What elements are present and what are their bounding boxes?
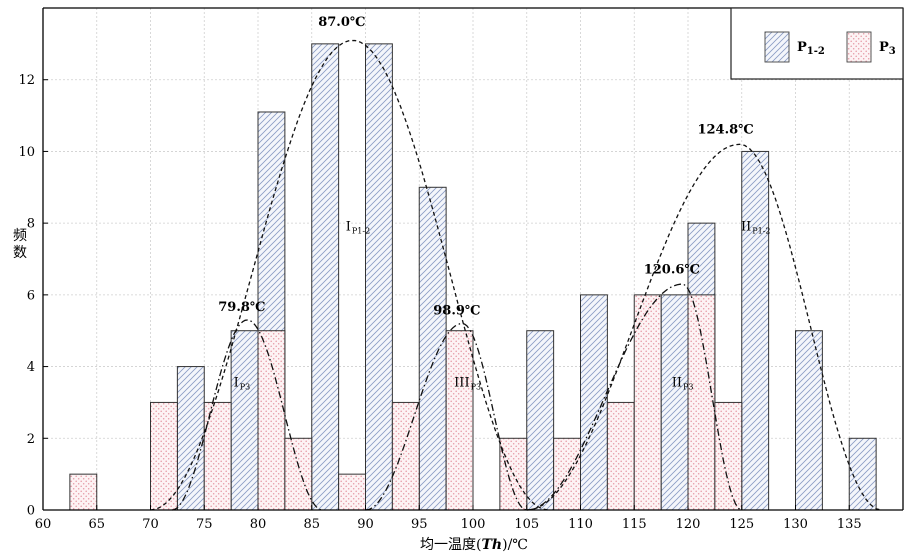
x-tick-label: 95 [411, 517, 428, 532]
bar-p1-2 [526, 330, 555, 511]
legend-box [730, 7, 904, 80]
y-tick-label: 10 [18, 145, 35, 160]
bars [69, 43, 877, 511]
curve-label: IP1-2 [346, 219, 370, 235]
bar-p3 [714, 401, 743, 511]
x-tick-label: 80 [250, 517, 267, 532]
bar-p1-2 [311, 43, 340, 511]
legend-label-p1-2: P1-2 [797, 40, 825, 57]
bar-p1-2 [660, 294, 689, 511]
bar-p1-2 [230, 330, 259, 511]
peak-annotation: 124.8℃ [697, 123, 753, 138]
x-tick-label: 65 [88, 517, 105, 532]
bar-p1-2 [580, 294, 608, 511]
legend: P1-2 P3 [730, 7, 904, 80]
bar-p3 [338, 473, 366, 511]
bar-p3 [203, 401, 232, 511]
peak-annotation: 98.9℃ [433, 304, 480, 319]
curve-label: IIP1-2 [741, 219, 771, 235]
x-axis-title: 均一温度(Th)/℃ [420, 537, 528, 553]
bar-p1-2 [741, 150, 770, 511]
x-tick-label: 125 [729, 517, 754, 532]
peak-annotation: 79.8℃ [218, 300, 265, 315]
bar-p3 [553, 437, 581, 511]
bar-p3 [445, 330, 474, 511]
fitted-curve [171, 319, 323, 511]
y-tick-label: 4 [27, 360, 35, 375]
bar-p1-2 [365, 43, 393, 511]
bar-p3 [606, 401, 635, 511]
y-tick-label: 8 [27, 217, 35, 232]
bar-p3 [150, 401, 178, 511]
x-tick-label: 85 [303, 517, 320, 532]
x-tick-label: 70 [142, 517, 159, 532]
legend-swatch-p1-2 [764, 31, 790, 63]
x-tick-label: 135 [837, 517, 862, 532]
bar-p1-2 [418, 186, 447, 511]
curve-label: IIP3 [672, 375, 694, 391]
fitted-curves [150, 39, 882, 511]
curve-label: IP3 [234, 375, 251, 391]
legend-label-p3: P3 [879, 40, 896, 57]
y-tick-label: 6 [27, 288, 35, 303]
x-tick-label: 110 [568, 517, 593, 532]
x-tick-label: 105 [514, 517, 539, 532]
y-tick-label: 12 [18, 73, 35, 88]
bar-p3 [687, 294, 716, 511]
y-tick-label: 0 [27, 504, 35, 519]
tick-labels: 60 65 70 75 80 85 90 95 100 105 110 115 120 125 130 135… [18, 73, 861, 532]
x-tick-label: 75 [196, 517, 213, 532]
x-tick-label: 90 [357, 517, 374, 532]
legend-swatch-p3 [846, 31, 872, 63]
fitted-curve [365, 322, 527, 511]
bar-p3 [69, 473, 98, 511]
bar-p3 [257, 330, 286, 511]
bar-p1-2 [848, 437, 877, 511]
curve-label: IIIP3 [454, 375, 481, 391]
bar-p3 [633, 294, 662, 511]
x-tick-label: 100 [461, 517, 486, 532]
fitted-curve [150, 39, 549, 511]
x-tick-label: 120 [676, 517, 701, 532]
peak-annotation: 120.6℃ [644, 262, 700, 277]
y-axis-title: 频数 [13, 228, 27, 261]
bar-p1-2 [795, 330, 823, 511]
x-tick-label: 130 [783, 517, 808, 532]
bar-p3 [284, 437, 313, 511]
y-tick-label: 2 [27, 432, 35, 447]
fitted-curve [526, 143, 882, 511]
bar-p1-2 [176, 366, 205, 511]
fitted-curve [526, 283, 743, 511]
x-tick-label: 115 [622, 517, 647, 532]
bar-p3 [391, 401, 420, 511]
x-tick-label: 60 [35, 517, 52, 532]
peak-annotation: 87.0℃ [318, 15, 365, 30]
annotations: 87.0℃ 79.8℃ 98.9℃ 120.6℃ 124.8℃ IP1-2 IP3 IIIP3… [218, 15, 770, 391]
